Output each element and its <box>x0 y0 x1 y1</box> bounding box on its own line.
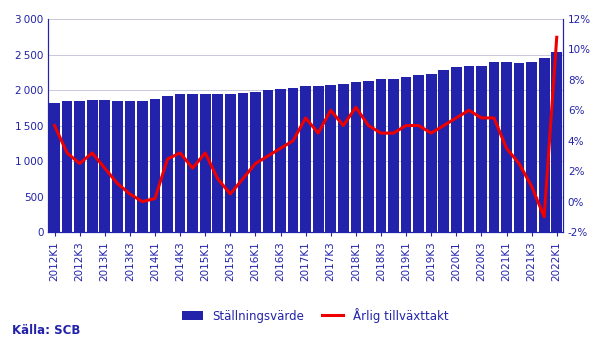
Bar <box>388 79 399 232</box>
Text: Källa: SCB: Källa: SCB <box>12 324 81 337</box>
Bar <box>376 79 386 232</box>
Bar <box>175 94 185 232</box>
Bar <box>514 63 524 232</box>
Bar <box>451 67 462 232</box>
Bar <box>212 94 223 232</box>
Bar <box>137 101 148 232</box>
Bar <box>313 86 324 232</box>
Bar <box>539 58 550 232</box>
Bar <box>426 74 436 232</box>
Bar <box>476 66 487 232</box>
Bar <box>187 94 198 232</box>
Bar <box>338 84 348 232</box>
Bar <box>301 86 311 232</box>
Bar <box>488 62 499 232</box>
Bar <box>99 100 110 232</box>
Bar <box>75 101 85 232</box>
Bar <box>49 103 60 232</box>
Bar <box>225 94 236 232</box>
Bar <box>413 75 424 232</box>
Bar <box>275 89 286 232</box>
Bar <box>350 82 361 232</box>
Bar <box>162 96 173 232</box>
Bar <box>438 70 449 232</box>
Bar <box>62 101 72 232</box>
Bar <box>401 77 411 232</box>
Bar <box>87 100 98 232</box>
Bar <box>200 94 210 232</box>
Bar <box>238 93 248 232</box>
Legend: Ställningsvärde, Årlig tillväxttakt: Ställningsvärde, Årlig tillväxttakt <box>177 303 453 327</box>
Bar <box>363 81 374 232</box>
Bar <box>325 85 336 232</box>
Bar <box>464 66 474 232</box>
Bar <box>526 62 537 232</box>
Bar <box>112 101 122 232</box>
Bar <box>288 88 298 232</box>
Bar <box>551 52 562 232</box>
Bar <box>124 101 135 232</box>
Bar <box>262 90 273 232</box>
Bar <box>150 99 161 232</box>
Bar <box>250 92 261 232</box>
Bar <box>501 62 512 232</box>
